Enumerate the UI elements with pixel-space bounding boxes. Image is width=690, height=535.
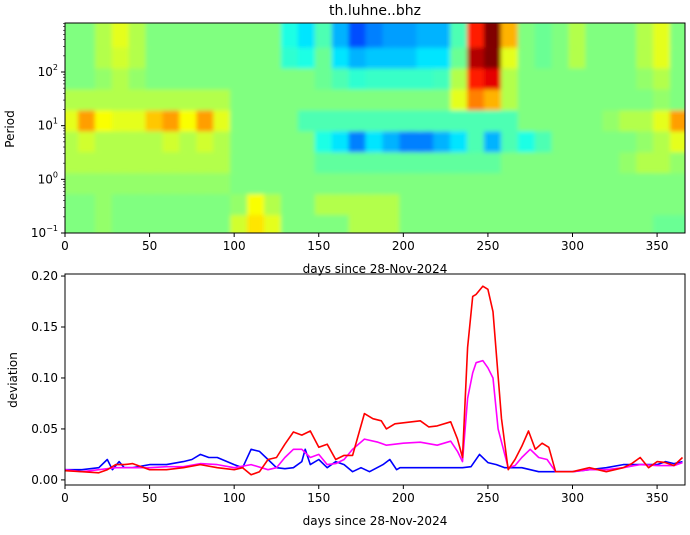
heatmap-y-ticks: 10−1 100 101 102 [31,23,65,240]
x-tick-label: 200 [392,239,415,253]
x-tick-label: 0 [61,239,69,253]
y-tick-label: 0.05 [31,422,58,436]
x-tick-label: 300 [561,491,584,505]
x-tick-label: 250 [476,239,499,253]
heatmap-cell [670,23,685,48]
heatmap-cells [65,23,685,233]
y-tick-label: 0.10 [31,371,58,385]
x-tick-label: 150 [307,491,330,505]
x-tick-label: 50 [142,239,157,253]
series-line-2 [65,285,684,476]
heatmap-cell [670,62,685,90]
heatmap-cell [670,83,685,111]
line-plot-series [65,285,684,476]
heatmap-cell [670,188,685,216]
heatmap-cell [670,41,685,69]
line-x-label: days since 28-Nov-2024 [303,514,448,528]
heatmap-x-label: days since 28-Nov-2024 [303,262,448,276]
heatmap-cell [670,125,685,153]
line-y-ticks: 0.00 0.05 0.10 0.15 0.20 [31,269,65,487]
y-tick-label: 10−1 [31,224,58,240]
x-tick-label: 350 [646,491,669,505]
heatmap-cell [670,104,685,132]
heatmap-y-label: Period [3,110,17,147]
line-y-label: deviation [6,352,20,408]
y-tick-label: 102 [38,63,58,79]
x-tick-label: 300 [561,239,584,253]
x-tick-label: 200 [392,491,415,505]
heatmap-cell [670,146,685,174]
x-tick-label: 50 [142,491,157,505]
x-tick-label: 350 [646,239,669,253]
x-tick-label: 150 [307,239,330,253]
line-x-ticks: 0 50 100 150 200 250 300 350 [61,485,669,505]
x-tick-label: 250 [476,491,499,505]
x-tick-label: 100 [223,239,246,253]
heatmap-x-ticks: 0 50 100 150 200 250 300 350 [61,233,669,253]
x-tick-label: 0 [61,491,69,505]
y-tick-label: 0.00 [31,473,58,487]
x-tick-label: 100 [223,491,246,505]
heatmap-cell [670,167,685,195]
series-line-1 [65,359,683,473]
line-axes-frame [64,273,686,486]
y-tick-label: 100 [38,170,58,186]
y-tick-label: 0.20 [31,269,58,283]
heatmap-title: th.luhne..bhz [329,3,421,19]
y-tick-label: 101 [38,117,58,133]
y-tick-label: 0.15 [31,320,58,334]
series-line-0 [65,448,683,473]
